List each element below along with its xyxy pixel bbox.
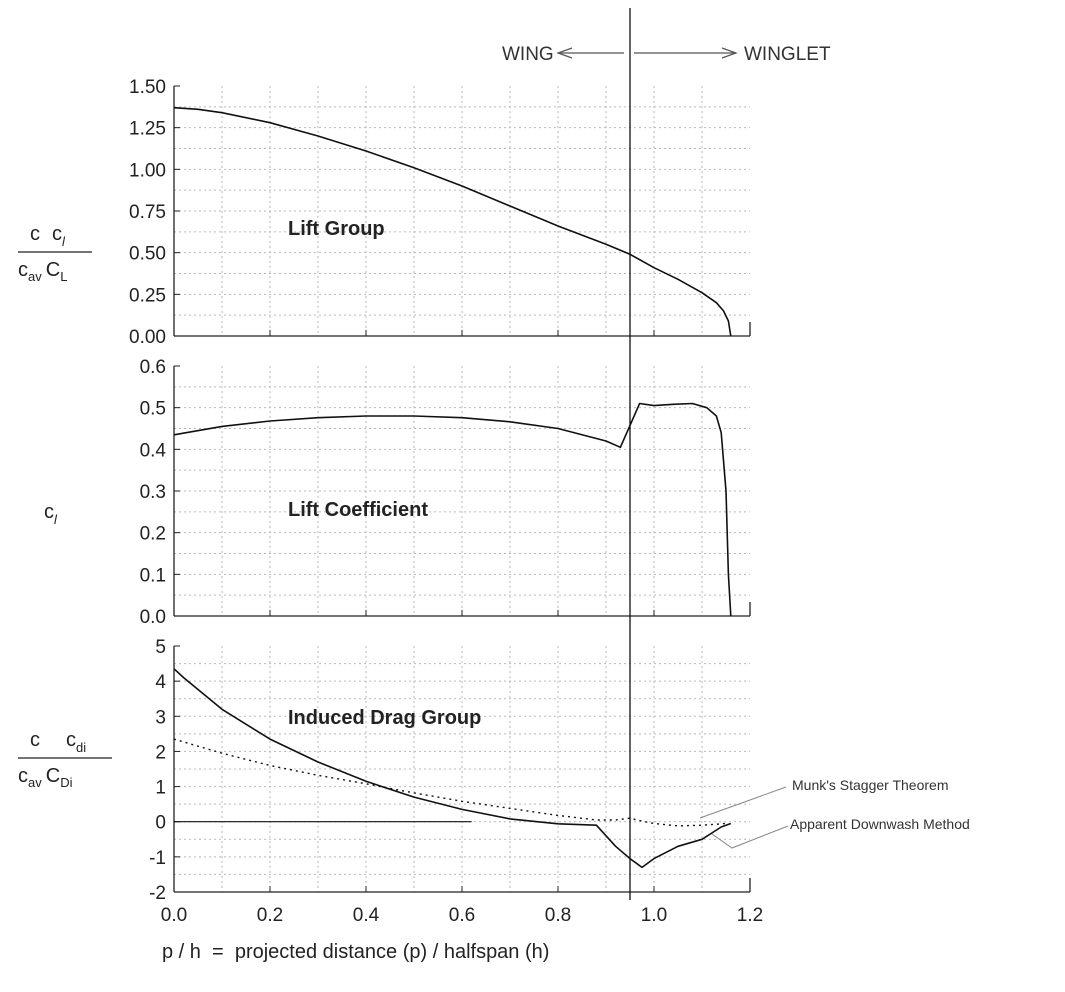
y-tick-label: 0.50 <box>129 244 166 265</box>
x-axis-label: p / h = projected distance (p) / halfspa… <box>162 941 549 963</box>
x-tick-label: 1.0 <box>641 905 667 926</box>
lift-group-label: Lift Group <box>288 218 385 240</box>
x-tick-label: 0.4 <box>353 905 380 926</box>
y-tick-label: 5 <box>155 637 166 658</box>
y-tick-label: 0.2 <box>140 524 166 545</box>
y-tick-label: -1 <box>149 848 166 869</box>
lift-group-panel: 0.00 0.25 0.50 0.75 1.00 1.25 1.50 Lift Group <box>129 77 751 348</box>
induced-drag-group-panel: -2 -1 0 1 2 3 4 5 Induced Drag Group <box>149 637 751 904</box>
munk-stagger-annotation: Munk's Stagger Theorem <box>792 777 949 793</box>
y-tick-label: 0.00 <box>129 327 166 348</box>
y-label-induced-drag-group: c cdi cav CDi <box>18 729 112 790</box>
lift-coefficient-label: Lift Coefficient <box>288 499 428 521</box>
y-tick-label: 0.1 <box>140 565 166 586</box>
y-tick-label: -2 <box>149 883 166 904</box>
y-tick-label: 0.4 <box>140 440 167 461</box>
munk-s-stagger-theorem-line <box>173 738 727 827</box>
x-tick-label: 0.2 <box>257 905 283 926</box>
y-tick-label: 0.3 <box>140 482 166 503</box>
y-tick-label: 3 <box>155 707 166 728</box>
y-tick-label: 2 <box>155 742 166 763</box>
apparent-downwash-method-line <box>173 668 732 869</box>
induced-drag-group-label: Induced Drag Group <box>288 707 481 729</box>
annotation-leader-lines <box>699 786 789 849</box>
lift-coefficient-panel: 0.0 0.1 0.2 0.3 0.4 0.5 0.6 Lift Coefficient <box>140 357 751 628</box>
y-tick-label: 0 <box>155 813 166 834</box>
y-tick-label: 1.50 <box>129 77 166 98</box>
svg-text:ccl: c cl <box>30 223 66 249</box>
y-tick-label: 0.6 <box>140 357 166 378</box>
y-tick-label: 1 <box>155 778 166 799</box>
y-tick-label: 4 <box>155 672 166 693</box>
wing-label: WING <box>502 44 554 65</box>
lift-coefficient-series-0-line <box>173 402 732 617</box>
winglet-label: WINGLET <box>744 44 831 65</box>
x-tick-label: 0.8 <box>545 905 571 926</box>
x-tick-label: 1.2 <box>737 905 763 926</box>
lift-group-series-0-line <box>173 106 732 337</box>
x-tick-label: 0.0 <box>161 905 187 926</box>
x-axis-tick-labels: 0.0 0.2 0.4 0.6 0.8 1.0 1.2 <box>161 905 763 926</box>
y-tick-label: 1.00 <box>129 160 166 181</box>
y-label-lift-group: c cl cav CL <box>18 223 92 284</box>
x-tick-label: 0.6 <box>449 905 475 926</box>
y-label-lift-coefficient: cl <box>44 501 58 527</box>
wing-arrow <box>556 47 738 59</box>
apparent-downwash-annotation: Apparent Downwash Method <box>790 816 970 832</box>
y-tick-label: 0.25 <box>129 285 166 306</box>
y-tick-label: 0.5 <box>140 399 166 420</box>
svg-text:cl: cl <box>44 501 58 527</box>
y-tick-label: 1.25 <box>129 119 166 140</box>
y-tick-label: 0.0 <box>140 607 166 628</box>
y-tick-label: 0.75 <box>129 202 166 223</box>
